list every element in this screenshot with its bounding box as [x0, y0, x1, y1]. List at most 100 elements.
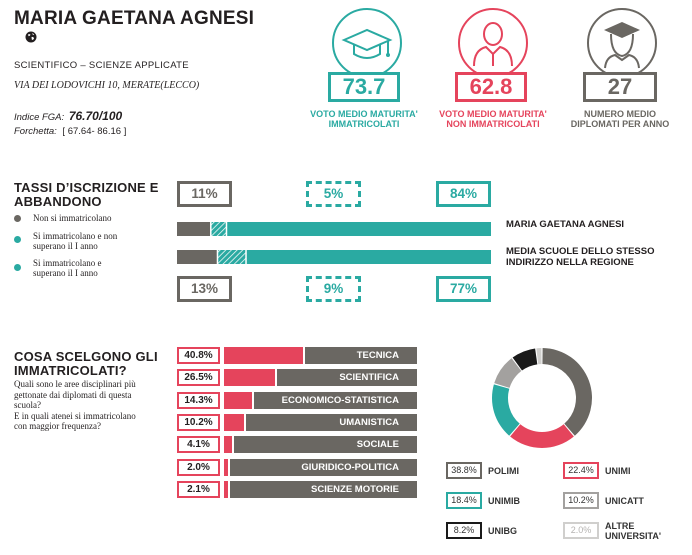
- area-bar-fill: [224, 391, 252, 409]
- uni-name-line: UNIMIB: [488, 496, 520, 506]
- donut-slice-unicatt: [494, 358, 522, 388]
- school-track: SCIENTIFICO – SCIENZE APPLICATE: [14, 60, 189, 71]
- uni-pct: 18.4%: [446, 492, 482, 509]
- graduate-icon: [604, 22, 640, 69]
- bar-segment-non-immatricolano: [177, 222, 211, 236]
- title-line: TASSI D’ISCRIZIONE E: [14, 180, 159, 195]
- legend-dot-superano: [14, 264, 21, 271]
- stat-label-line: VOTO MEDIO MATURITA': [439, 109, 547, 119]
- fga-value: 76.70/100: [68, 109, 123, 123]
- stat-label-line: IMMATRICOLATI: [328, 119, 400, 129]
- donut-slice-unibg: [512, 348, 538, 371]
- school-bar-label: MARIA GAETANA AGNESI: [506, 219, 625, 230]
- stat-label-line: NUMERO MEDIO: [584, 109, 656, 119]
- uni-name-line: POLIMI: [488, 466, 519, 476]
- donut-slice-polimi: [542, 348, 592, 436]
- person-icon: [473, 22, 513, 67]
- legend-dot-non-immatricolano: [14, 215, 21, 222]
- stat-label-immatricolati: VOTO MEDIO MATURITA' IMMATRICOLATI: [306, 109, 422, 129]
- bar-segment-superano: [246, 250, 491, 264]
- choices-description: Quali sono le aree disciplinari più gett…: [14, 379, 136, 432]
- area-pct: 40.8%: [177, 347, 220, 364]
- legend-non-immatricolano: Non si immatricolano: [33, 213, 112, 223]
- enrollment-bars: [177, 222, 491, 264]
- area-name: UMANISTICA: [245, 413, 417, 431]
- stat-value-diplomati: 27: [583, 72, 657, 102]
- bar-segment-non-superano: [211, 222, 226, 236]
- uni-name-line: UNIBG: [488, 526, 517, 536]
- legend-line: superano il I anno: [33, 268, 98, 278]
- uni-name: UNIMIB: [488, 496, 520, 506]
- stat-value-non-immatricolati: 62.8: [455, 72, 527, 102]
- area-bar-fill: [224, 369, 276, 387]
- desc-line: scuola?: [14, 400, 41, 410]
- universities-legend: 38.8% POLIMI 22.4% UNIMI 18.4% UNIMIB 10.2% UNI…: [446, 462, 686, 552]
- range-label: Forchetta:: [14, 126, 57, 137]
- legend-non-superano: Si immatricolano e non superano il I ann…: [33, 231, 117, 251]
- globe-icon[interactable]: [25, 31, 37, 43]
- area-bar-fill: [224, 347, 303, 364]
- area-row: 14.3% ECONOMICO-STATISTICA: [177, 391, 417, 409]
- title-line: COSA SCELGONO GLI: [14, 349, 158, 364]
- area-row: 26.5% SCIENTIFICA: [177, 369, 417, 387]
- stat-label-diplomati: NUMERO MEDIO DIPLOMATI PER ANNO: [560, 109, 680, 129]
- enrollment-title: TASSI D’ISCRIZIONE E ABBANDONO: [14, 181, 159, 209]
- fga-range: Forchetta: [ 67.64- 86.16 ]: [14, 126, 126, 137]
- school-pct-non-superano: 5%: [306, 181, 361, 207]
- universities-donut: [492, 348, 592, 448]
- uni-name-line: UNIVERSITA': [605, 531, 661, 541]
- area-row: 4.1% SOCIALE: [177, 436, 417, 454]
- region-bar-label: MEDIA SCUOLE DELLO STESSO INDIRIZZO NELL…: [506, 246, 655, 268]
- area-row: 10.2% UMANISTICA: [177, 413, 417, 431]
- uni-name: ALTRE UNIVERSITA': [605, 521, 661, 541]
- uni-name-line: ALTRE: [605, 521, 635, 531]
- area-name: TECNICA: [304, 347, 417, 364]
- graduation-cap-icon: [341, 28, 393, 59]
- uni-pct: 38.8%: [446, 462, 482, 479]
- area-name: SOCIALE: [233, 436, 417, 454]
- legend-line: Si immatricolano e non: [33, 231, 118, 241]
- desc-line: E in quali atenei si immatricolano: [14, 410, 136, 421]
- stat-label-non-immatricolati: VOTO MEDIO MATURITA' NON IMMATRICOLATI: [433, 109, 553, 129]
- donut-slice-unimi: [510, 424, 574, 448]
- area-pct: 26.5%: [177, 369, 220, 387]
- area-pct: 10.2%: [177, 413, 220, 431]
- area-bar-fill: [224, 480, 229, 498]
- label-line: INDIRIZZO NELLA REGIONE: [506, 257, 634, 268]
- area-name: GIURIDICO-POLITICA: [229, 458, 417, 476]
- school-address: VIA DEI LODOVICHI 10, MERATE(LECCO): [14, 80, 200, 91]
- area-bar-fill: [224, 436, 232, 454]
- area-row: 2.0% GIURIDICO-POLITICA: [177, 458, 417, 476]
- school-pct-non-immatricolano: 11%: [177, 181, 232, 207]
- region-pct-non-immatricolano: 13%: [177, 276, 232, 302]
- uni-name-line: UNIMI: [605, 466, 631, 476]
- stat-circle-immatricolati: [332, 8, 402, 78]
- school-pct-superano: 84%: [436, 181, 491, 207]
- donut-slice-unimib: [492, 384, 520, 436]
- uni-name-line: UNICATT: [605, 496, 644, 506]
- stat-label-line: VOTO MEDIO MATURITA': [310, 109, 418, 119]
- area-name: SCIENTIFICA: [277, 369, 417, 387]
- fga-label: Indice FGA:: [14, 112, 65, 123]
- uni-pct: 10.2%: [563, 492, 599, 509]
- region-pct-superano: 77%: [436, 276, 491, 302]
- stat-label-line: NON IMMATRICOLATI: [446, 119, 540, 129]
- label-line: MEDIA SCUOLE DELLO STESSO: [506, 246, 655, 257]
- choices-title: COSA SCELGONO GLI IMMATRICOLATI?: [14, 350, 158, 378]
- area-name: ECONOMICO-STATISTICA: [253, 391, 417, 409]
- title-line: IMMATRICOLATI?: [14, 363, 127, 378]
- stat-circle-non-immatricolati: [458, 8, 528, 78]
- stat-circle-diplomati: [587, 8, 657, 78]
- fga-index: Indice FGA: 76.70/100: [14, 109, 122, 123]
- stat-value-immatricolati: 73.7: [328, 72, 400, 102]
- area-row: 2.1% SCIENZE MOTORIE: [177, 480, 417, 498]
- area-bar-fill: [224, 458, 228, 476]
- area-pct: 4.1%: [177, 436, 220, 454]
- uni-pct: 22.4%: [563, 462, 599, 479]
- uni-name: POLIMI: [488, 466, 519, 476]
- area-pct: 14.3%: [177, 391, 220, 409]
- uni-pct: 8.2%: [446, 522, 482, 539]
- area-bar-fill: [224, 413, 244, 431]
- area-pct: 2.0%: [177, 458, 220, 476]
- bar-segment-non-immatricolano: [177, 250, 217, 264]
